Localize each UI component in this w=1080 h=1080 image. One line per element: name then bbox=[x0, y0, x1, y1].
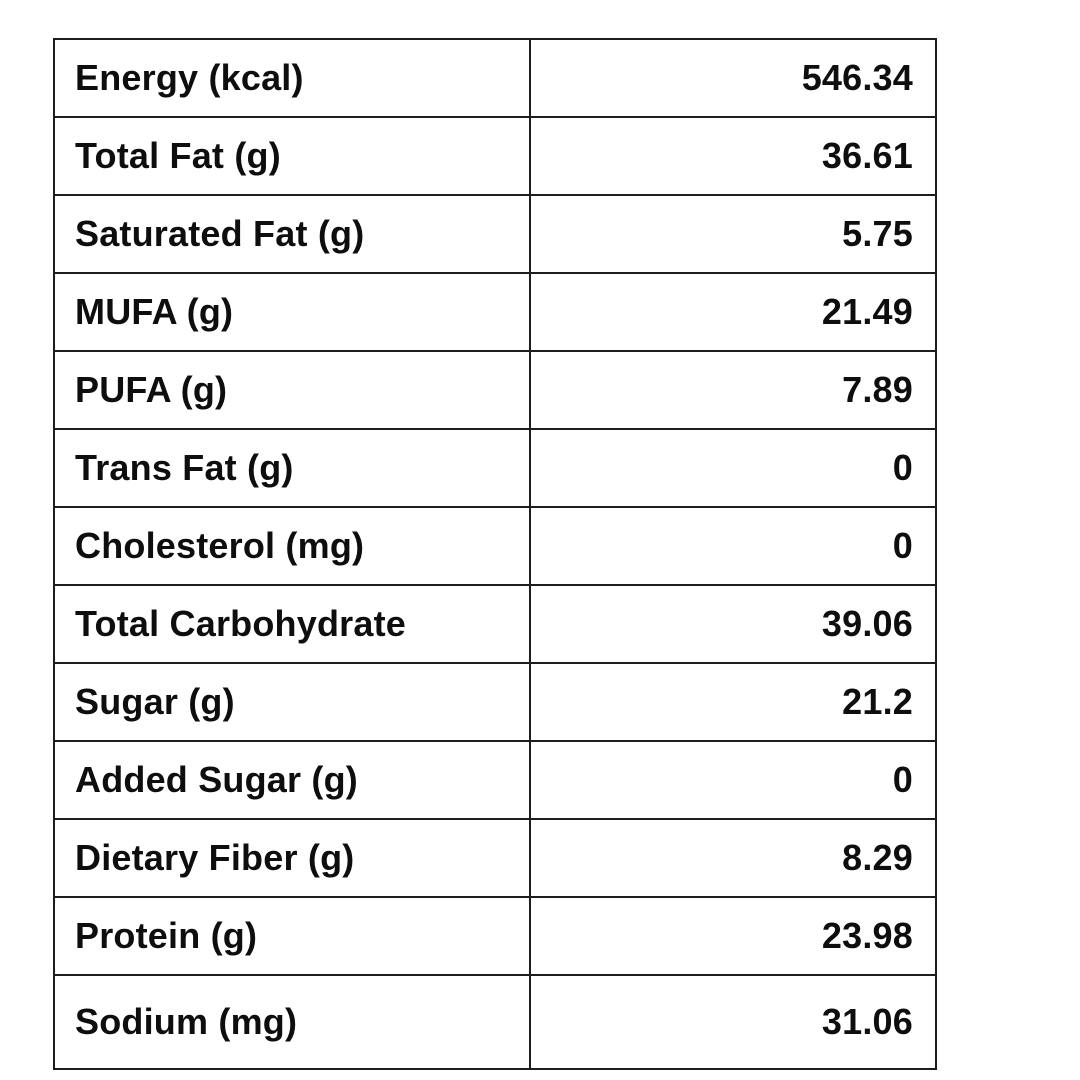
nutrient-value: 39.06 bbox=[529, 584, 937, 664]
nutrient-value: 0 bbox=[529, 506, 937, 586]
table-row: Cholesterol (mg) 0 bbox=[53, 506, 937, 586]
nutrient-label: Protein (g) bbox=[53, 896, 531, 976]
nutrient-label: Energy (kcal) bbox=[53, 38, 531, 118]
nutrient-label: Added Sugar (g) bbox=[53, 740, 531, 820]
nutrient-label: Sodium (mg) bbox=[53, 974, 531, 1070]
nutrient-label: Sugar (g) bbox=[53, 662, 531, 742]
nutrient-value: 31.06 bbox=[529, 974, 937, 1070]
table-row: Total Carbohydrate 39.06 bbox=[53, 584, 937, 664]
nutrition-table: Energy (kcal) 546.34 Total Fat (g) 36.61 Sat… bbox=[53, 38, 937, 1070]
nutrient-value: 5.75 bbox=[529, 194, 937, 274]
table-row: Saturated Fat (g) 5.75 bbox=[53, 194, 937, 274]
nutrient-value: 0 bbox=[529, 428, 937, 508]
table-row: Protein (g) 23.98 bbox=[53, 896, 937, 976]
nutrient-value: 21.2 bbox=[529, 662, 937, 742]
nutrient-value: 23.98 bbox=[529, 896, 937, 976]
table-row: MUFA (g) 21.49 bbox=[53, 272, 937, 352]
nutrient-value: 36.61 bbox=[529, 116, 937, 196]
nutrient-label: Total Fat (g) bbox=[53, 116, 531, 196]
nutrient-value: 0 bbox=[529, 740, 937, 820]
nutrient-label: Total Carbohydrate bbox=[53, 584, 531, 664]
nutrient-label: Dietary Fiber (g) bbox=[53, 818, 531, 898]
table-row: Energy (kcal) 546.34 bbox=[53, 38, 937, 118]
table-row: PUFA (g) 7.89 bbox=[53, 350, 937, 430]
table-row: Sodium (mg) 31.06 bbox=[53, 974, 937, 1070]
nutrient-value: 7.89 bbox=[529, 350, 937, 430]
table-row: Sugar (g) 21.2 bbox=[53, 662, 937, 742]
nutrient-label: MUFA (g) bbox=[53, 272, 531, 352]
nutrient-label: Trans Fat (g) bbox=[53, 428, 531, 508]
nutrient-value: 21.49 bbox=[529, 272, 937, 352]
table-row: Added Sugar (g) 0 bbox=[53, 740, 937, 820]
table-row: Total Fat (g) 36.61 bbox=[53, 116, 937, 196]
nutrient-label: Saturated Fat (g) bbox=[53, 194, 531, 274]
nutrition-table-body: Energy (kcal) 546.34 Total Fat (g) 36.61 Sat… bbox=[53, 38, 937, 1070]
nutrient-label: PUFA (g) bbox=[53, 350, 531, 430]
table-row: Trans Fat (g) 0 bbox=[53, 428, 937, 508]
table-row: Dietary Fiber (g) 8.29 bbox=[53, 818, 937, 898]
nutrient-value: 546.34 bbox=[529, 38, 937, 118]
nutrition-table-container: Energy (kcal) 546.34 Total Fat (g) 36.61 Sat… bbox=[53, 38, 937, 1070]
nutrient-label: Cholesterol (mg) bbox=[53, 506, 531, 586]
nutrient-value: 8.29 bbox=[529, 818, 937, 898]
